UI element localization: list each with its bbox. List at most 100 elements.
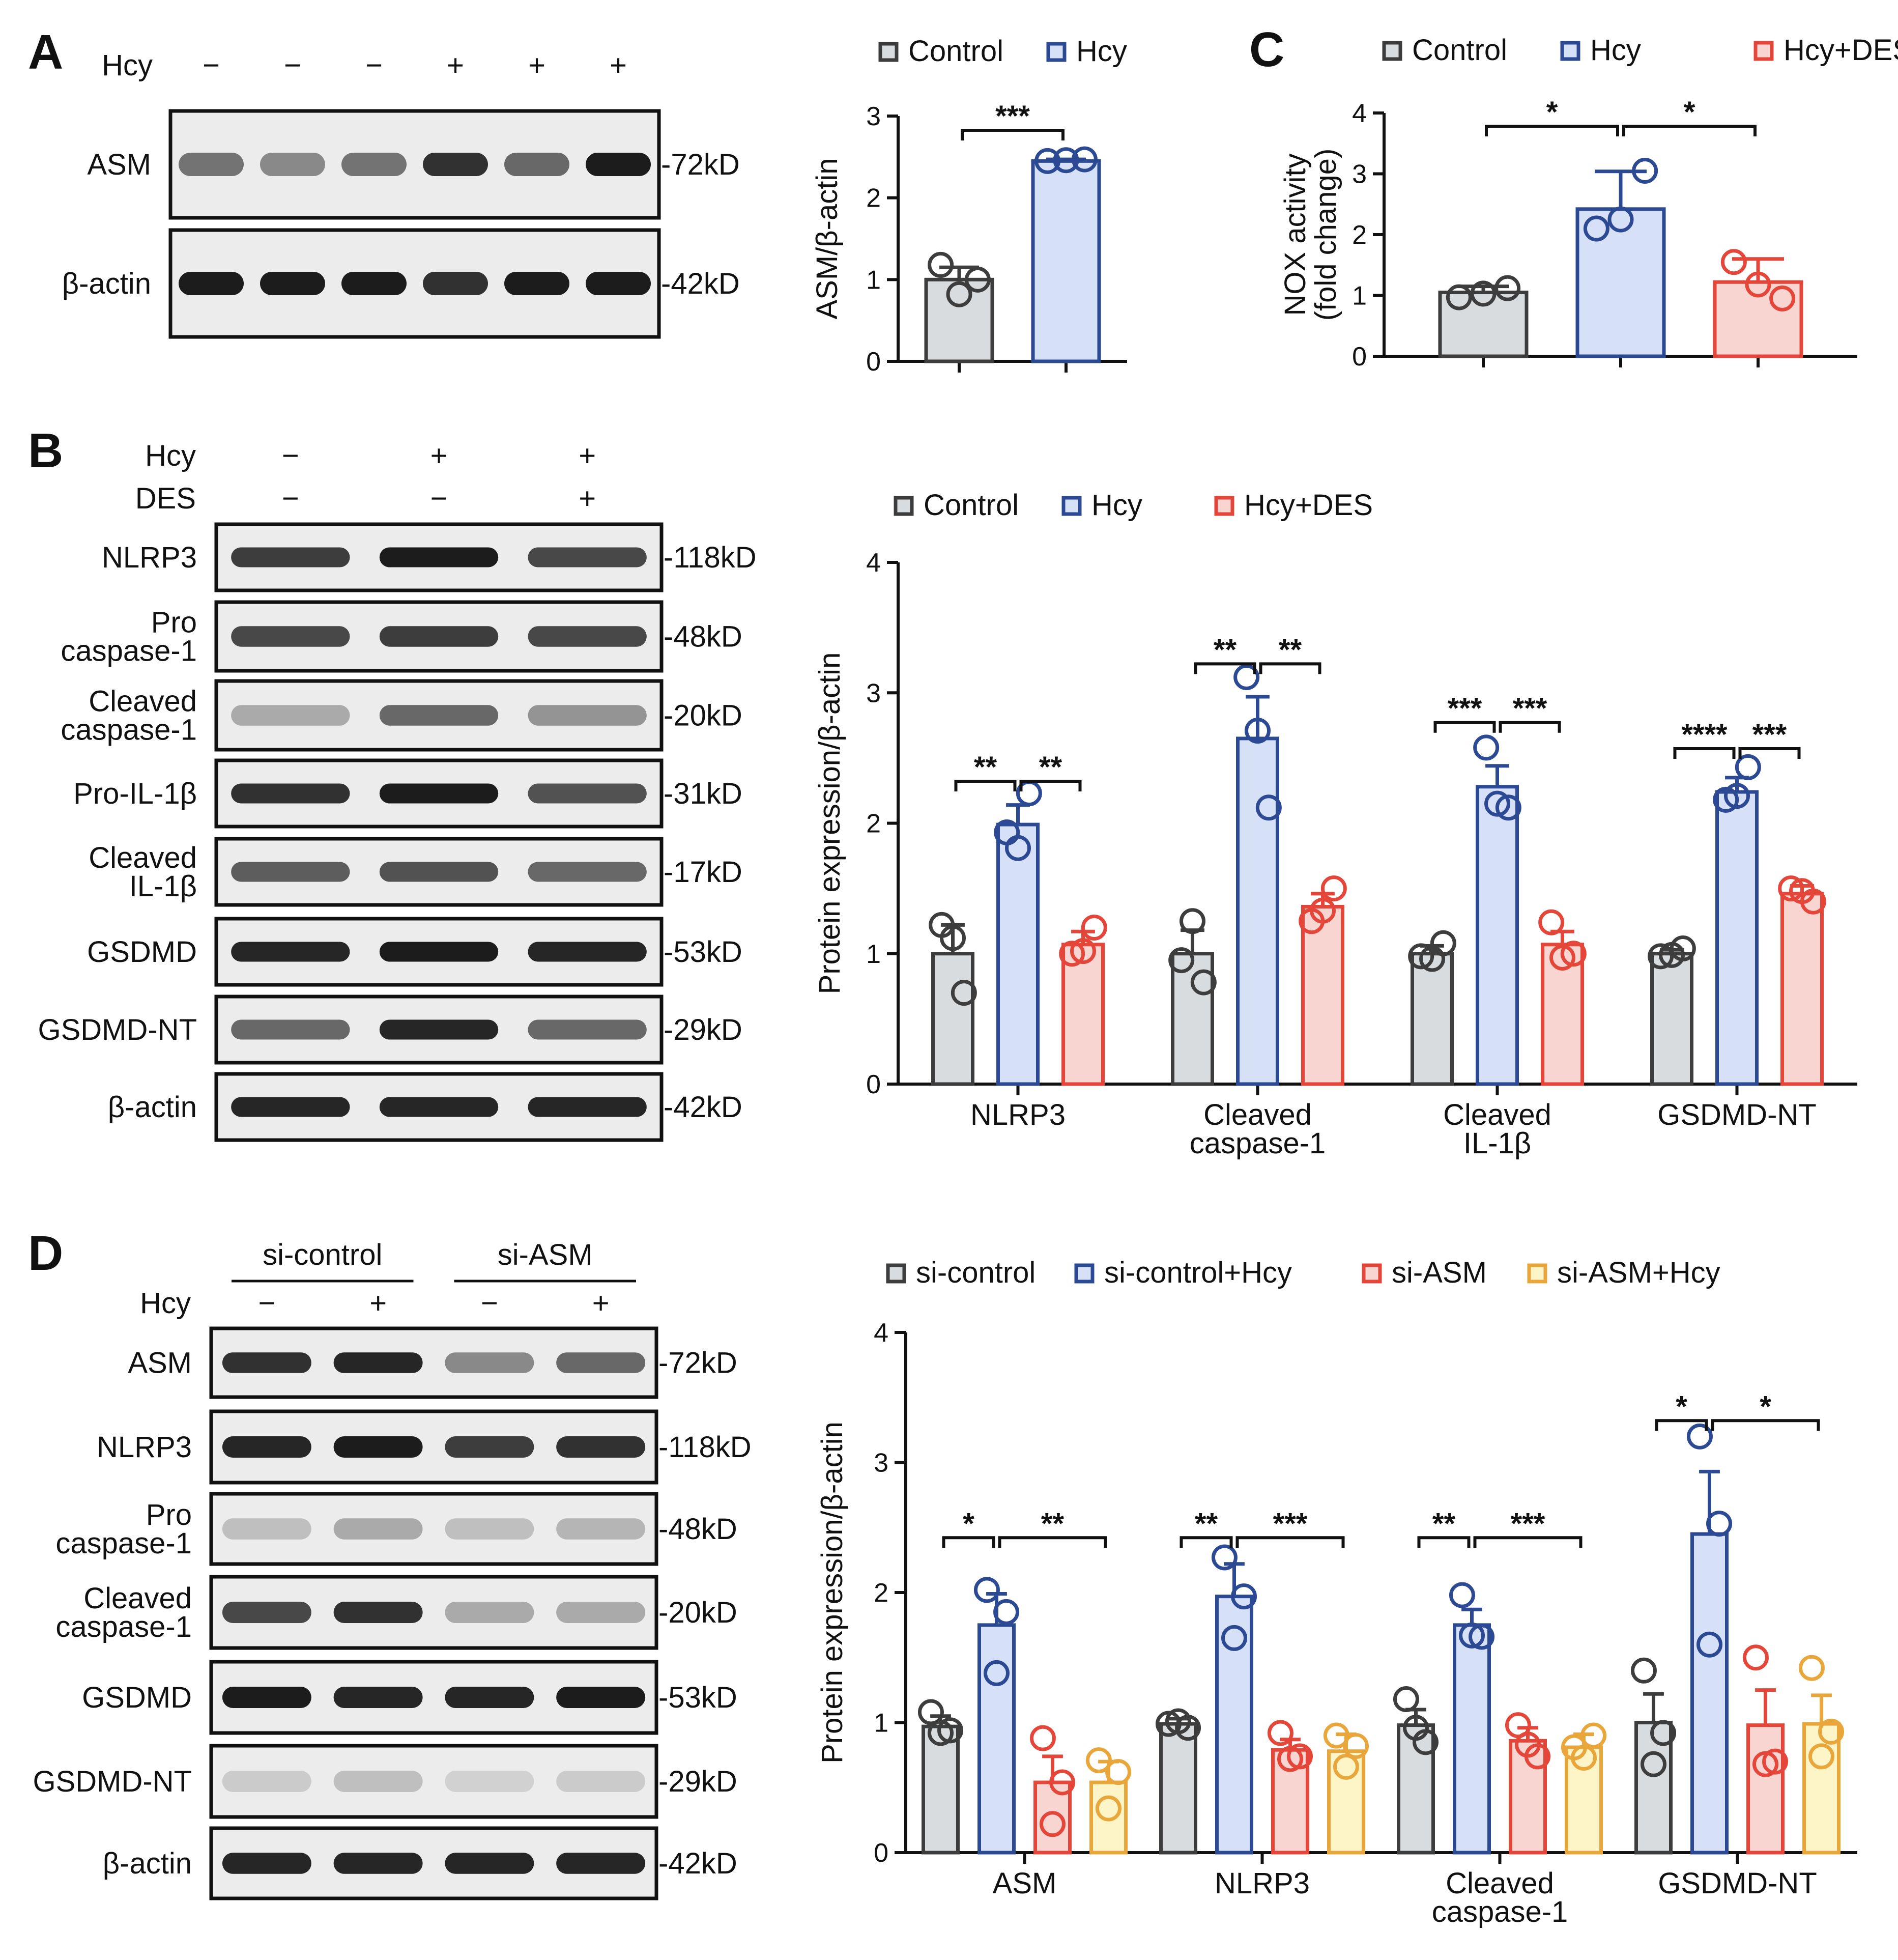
bar [1089,1780,1128,1855]
data-point [1096,1795,1121,1822]
significance-label: ** [974,751,997,784]
legend-swatch [1560,41,1580,61]
blot-row-label: Pro caspase-1 [55,1498,192,1560]
data-point [1221,1625,1247,1651]
treatment-sign: − [284,49,301,82]
data-point [1745,271,1771,298]
data-point [1081,915,1107,941]
protein-band [445,1853,534,1874]
panel-label-b: B [28,423,63,478]
protein-band [231,626,350,647]
significance-label: *** [1273,1507,1308,1540]
y-tick-label: 2 [866,809,881,839]
bar [1236,736,1279,1086]
protein-band [586,153,651,176]
protein-band [333,1518,423,1540]
y-tick-label: 3 [866,102,881,131]
protein-band [445,1436,534,1458]
data-point [1085,1747,1112,1774]
blot-row-label: Cleaved caspase-1 [55,1582,192,1643]
protein-band [445,1687,534,1708]
treatment-sign: + [447,49,464,82]
data-point [973,1577,1000,1603]
bar [1171,952,1214,1086]
treatment-label: Hcy [145,439,196,472]
bar [1565,1745,1603,1855]
protein-band [556,1518,646,1540]
blot-membrane [209,1744,658,1819]
protein-band [445,1352,534,1373]
protein-band [333,1853,423,1874]
blot-row-label: GSDMD-NT [33,1765,192,1798]
protein-band [260,272,325,295]
data-point [1049,1769,1076,1796]
y-tick-label: 3 [874,1448,888,1478]
molecular-weight-label: -118kD [658,1431,752,1464]
significance-bracket [1499,721,1561,733]
protein-band [528,547,647,567]
y-tick-label: 0 [874,1838,888,1868]
significance-bracket [1711,1419,1820,1431]
molecular-weight-label: -48kD [658,1513,737,1546]
legend-swatch [1382,41,1402,61]
bar [1159,1722,1197,1855]
x-tick-label: ASM [993,1867,1057,1900]
bar [1476,785,1519,1086]
data-point [1231,1583,1257,1610]
treatment-sign: + [592,1287,610,1320]
data-point [1180,908,1205,934]
protein-band [222,1853,311,1874]
legend-swatch [1214,496,1234,516]
significance-bracket [1473,1536,1583,1548]
y-axis-label: Protein expression/β-actin [816,1422,849,1764]
data-point [1071,146,1098,173]
treatment-label: Hcy [140,1287,191,1320]
treatment-label: Hcy [102,49,153,82]
data-point [1713,786,1739,813]
chart-B: 0 1 2 3 4 Protein expression/β-actin Control Hc… [813,489,1857,1160]
data-point [1571,1744,1597,1771]
protein-band [556,1352,646,1373]
protein-band [556,1436,646,1458]
treatment-sign: + [579,439,596,472]
protein-band [504,153,569,176]
data-point [1277,1746,1303,1772]
blot-row-label: Pro-IL-1β [73,777,197,810]
protein-band [528,942,647,962]
blot-membrane [168,228,661,339]
protein-band [333,1352,423,1373]
y-axis-label: NOX activity(fold change) [1279,149,1342,321]
data-point [1630,1657,1657,1684]
data-point [1769,285,1796,311]
x-tick-label: GSDMD-NT [1658,1867,1817,1900]
data-point [1641,1751,1666,1777]
significance-label: * [963,1507,974,1540]
protein-band [231,705,350,726]
legend-label: Hcy+DES [1784,34,1898,67]
data-point [1059,941,1085,967]
significance-label: * [1760,1390,1771,1423]
protein-band [231,547,350,567]
bar [1271,1748,1309,1855]
protein-band [333,1436,423,1458]
x-tick-label: GSDMD-NT [1657,1098,1817,1131]
legend-label: si-ASM [1392,1256,1487,1289]
data-point [1659,942,1685,968]
molecular-weight-label: -48kD [664,620,742,654]
data-point [1323,1722,1349,1749]
y-tick-label: 3 [1352,160,1367,189]
legend-label: Hcy [1091,489,1142,522]
data-point [928,1720,954,1746]
legend-label: Hcy [1076,35,1127,68]
molecular-weight-label: -53kD [664,935,742,969]
y-tick-label: 1 [866,265,881,295]
data-point [1168,947,1195,974]
bar [1301,905,1344,1086]
chart-D: 0 1 2 3 4 Protein expression/β-actin si-contro… [816,1256,1857,1928]
y-axis-label: ASM/β-actin [811,158,844,320]
treatment-sign: − [282,439,299,472]
data-point [1470,280,1497,307]
significance-label: ** [1279,633,1302,666]
protein-band [260,153,325,176]
treatment-label: DES [135,482,196,515]
